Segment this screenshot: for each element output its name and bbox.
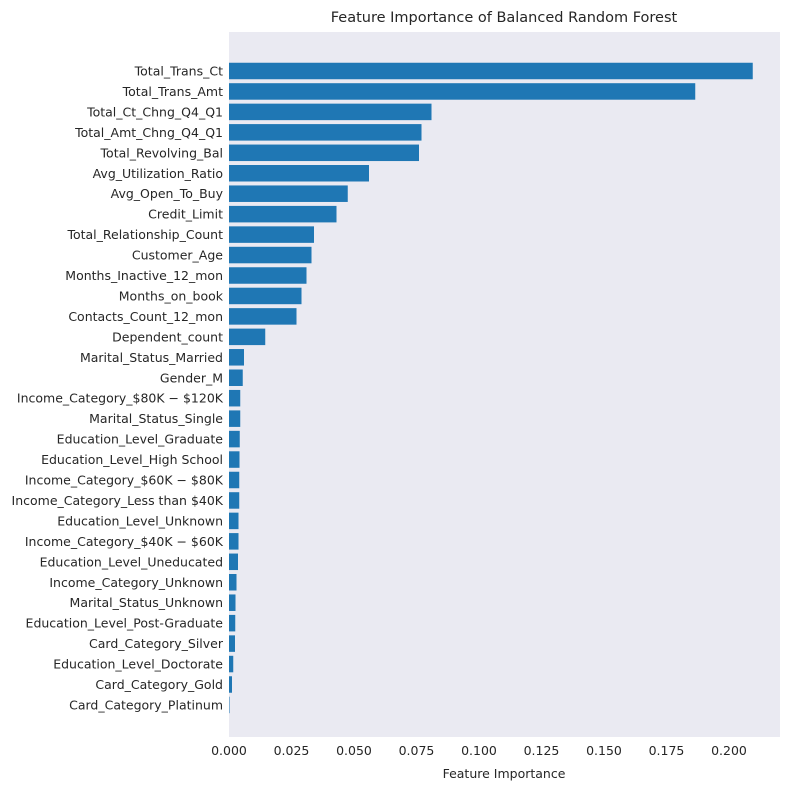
bar-5 [229, 165, 369, 182]
x-tick-label-5: 0.125 [524, 743, 560, 758]
category-label-17: Marital_Status_Single [89, 411, 223, 426]
x-tick-label-1: 0.025 [274, 743, 310, 758]
x-axis-label: Feature Importance [443, 766, 566, 781]
bar-31 [229, 696, 230, 714]
bar-10 [229, 267, 307, 284]
category-label-27: Education_Level_Post-Graduate [26, 616, 224, 631]
x-tick-label-6: 0.150 [586, 743, 622, 758]
x-tick-label-7: 0.175 [649, 743, 685, 758]
category-label-5: Avg_Utilization_Ratio [93, 166, 223, 181]
x-tick-labels: 0.000 0.025 0.050 0.075 0.100 0.125 0.150 0.175… [211, 743, 747, 758]
category-label-15: Gender_M [160, 370, 223, 385]
bar-11 [229, 287, 302, 305]
category-label-29: Education_Level_Doctorate [53, 657, 223, 672]
bar-30 [229, 676, 232, 693]
bar-0 [229, 62, 753, 80]
category-label-9: Customer_Age [132, 248, 223, 263]
chart-title: Feature Importance of Balanced Random Fo… [331, 10, 678, 26]
bar-15 [229, 369, 243, 386]
bar-1 [229, 83, 696, 100]
category-labels: Total_Trans_Ct Total_Trans_Amt Total_Ct_Ch… [12, 64, 224, 713]
category-label-19: Education_Level_High School [41, 452, 223, 467]
category-label-3: Total_Amt_Chng_Q4_Q1 [74, 125, 223, 140]
bar-18 [229, 430, 240, 448]
category-label-4: Total_Revolving_Bal [100, 145, 223, 160]
category-label-22: Education_Level_Unknown [57, 513, 223, 528]
category-label-21: Income_Category_Less than $40K [12, 493, 224, 508]
bar-28 [229, 635, 235, 652]
bar-24 [229, 553, 238, 571]
bar-16 [229, 389, 241, 407]
category-label-28: Card_Category_Silver [89, 636, 224, 651]
category-label-25: Income_Category_Unknown [49, 575, 223, 590]
category-label-24: Education_Level_Uneducated [40, 554, 223, 569]
bar-29 [229, 655, 234, 673]
bar-7 [229, 205, 337, 223]
bar-26 [229, 594, 236, 611]
bar-13 [229, 328, 266, 346]
category-label-6: Avg_Open_To_Buy [111, 186, 224, 201]
category-label-30: Card_Category_Gold [95, 677, 223, 692]
x-tick-label-0: 0.000 [211, 743, 247, 758]
category-label-1: Total_Trans_Amt [122, 84, 223, 99]
category-label-16: Income_Category_$80K − $120K [17, 391, 224, 406]
category-label-10: Months_Inactive_12_mon [65, 268, 223, 283]
bar-9 [229, 246, 312, 264]
bar-25 [229, 574, 237, 591]
x-tick-label-4: 0.100 [461, 743, 497, 758]
bars-group [229, 62, 753, 714]
bar-22 [229, 512, 239, 530]
bar-8 [229, 226, 314, 243]
bar-6 [229, 185, 348, 202]
bar-23 [229, 533, 239, 550]
x-tick-label-3: 0.075 [399, 743, 435, 758]
category-label-18: Education_Level_Graduate [57, 432, 224, 447]
bar-2 [229, 103, 432, 121]
bar-3 [229, 124, 422, 141]
category-label-20: Income_Category_$60K − $80K [25, 473, 224, 488]
bar-27 [229, 614, 236, 632]
category-label-23: Income_Category_$40K − $60K [25, 534, 224, 549]
category-label-7: Credit_Limit [148, 207, 223, 222]
category-label-26: Marital_Status_Unknown [70, 595, 223, 610]
category-label-31: Card_Category_Platinum [69, 697, 223, 712]
category-label-11: Months_on_book [119, 288, 224, 303]
x-tick-label-2: 0.050 [336, 743, 372, 758]
bar-12 [229, 308, 297, 325]
category-label-0: Total_Trans_Ct [134, 64, 223, 79]
bar-19 [229, 451, 240, 468]
bar-14 [229, 349, 244, 366]
category-label-14: Marital_Status_Married [80, 350, 223, 365]
bar-21 [229, 492, 240, 509]
bar-20 [229, 471, 240, 489]
category-label-12: Contacts_Count_12_mon [68, 309, 223, 324]
x-tick-label-8: 0.200 [711, 743, 747, 758]
category-label-8: Total_Relationship_Count [66, 227, 223, 242]
bar-17 [229, 410, 241, 427]
bar-4 [229, 144, 419, 162]
category-label-13: Dependent_count [112, 329, 223, 344]
category-label-2: Total_Ct_Chng_Q4_Q1 [86, 104, 223, 119]
